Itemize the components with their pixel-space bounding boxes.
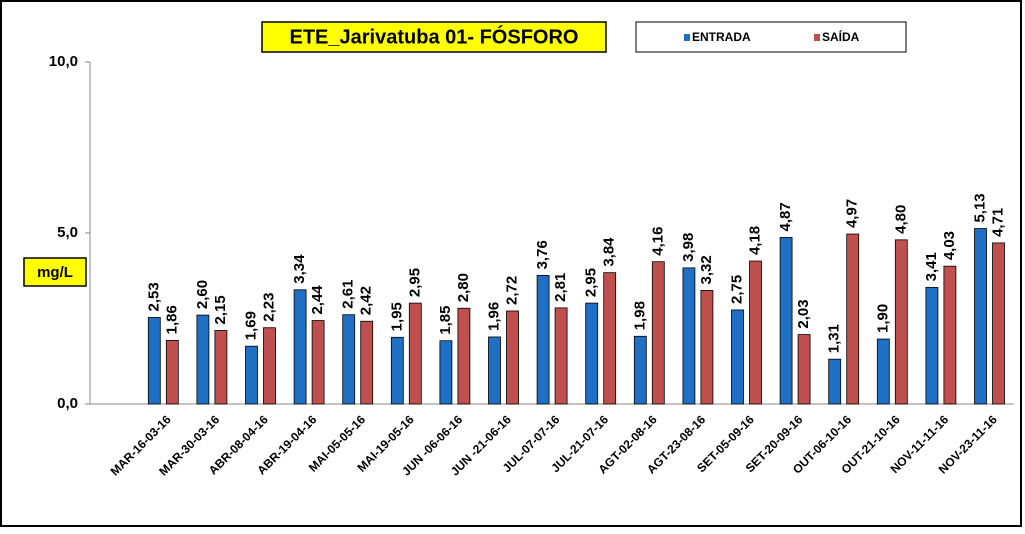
value-label: 1,31 — [826, 324, 843, 353]
value-label: 2,95 — [406, 268, 423, 297]
value-label: 4,03 — [941, 231, 958, 260]
value-label: 2,53 — [145, 282, 162, 311]
bar — [457, 307, 471, 405]
bar — [682, 267, 696, 405]
value-label: 1,95 — [388, 302, 405, 331]
value-label: 3,32 — [698, 255, 715, 284]
bar — [263, 327, 276, 405]
value-label: 4,18 — [746, 226, 763, 255]
value-label: 1,96 — [485, 302, 502, 331]
value-label: 4,16 — [649, 227, 666, 256]
value-label: 2,72 — [503, 276, 520, 305]
value-label: 4,87 — [777, 202, 794, 231]
value-label: 2,23 — [260, 293, 277, 322]
value-label: 1,69 — [242, 311, 259, 340]
bar — [439, 340, 453, 405]
bar — [943, 265, 957, 405]
value-label: 2,61 — [340, 280, 357, 309]
value-label: 2,03 — [795, 299, 812, 328]
legend-swatch — [814, 34, 820, 41]
value-label: 4,71 — [989, 208, 1006, 237]
value-label: 2,60 — [194, 280, 211, 309]
bar — [585, 302, 599, 405]
value-label: 2,80 — [455, 273, 472, 302]
bar — [797, 334, 811, 405]
value-label: 2,42 — [358, 286, 375, 315]
value-label: 1,85 — [437, 306, 454, 335]
bar — [342, 314, 356, 405]
bar — [506, 310, 519, 405]
value-label: 4,97 — [844, 199, 861, 228]
value-label: 3,84 — [601, 237, 618, 267]
value-label: 1,98 — [631, 301, 648, 330]
bar — [633, 335, 647, 405]
bar — [974, 228, 987, 405]
bar — [390, 336, 404, 405]
value-label: 2,81 — [552, 273, 569, 302]
y-tick-label: 5,0 — [57, 224, 78, 241]
bar — [196, 314, 210, 405]
y-tick-label: 0,0 — [57, 395, 78, 412]
value-label: 2,15 — [212, 295, 229, 324]
bar — [293, 289, 307, 405]
bar — [214, 330, 228, 405]
legend-label: SAÍDA — [822, 29, 860, 44]
bar — [408, 302, 422, 405]
bar — [876, 338, 890, 405]
value-label: 4,80 — [892, 205, 909, 234]
value-label: 2,75 — [728, 275, 745, 304]
bar — [749, 260, 762, 405]
y-axis-label: mg/L — [37, 264, 73, 281]
legend-swatch — [684, 34, 690, 41]
y-label-box — [23, 257, 87, 287]
bar — [828, 358, 842, 405]
bar — [603, 272, 617, 405]
title-box — [261, 21, 607, 53]
value-label: 2,44 — [309, 285, 326, 315]
bar — [311, 320, 325, 405]
bar — [846, 233, 860, 405]
value-label: 1,86 — [163, 305, 180, 334]
legend-box — [635, 21, 907, 53]
value-label: 1,90 — [874, 304, 891, 333]
value-label: 5,13 — [971, 193, 988, 222]
bar — [894, 239, 908, 405]
bar — [147, 317, 161, 405]
value-label: 3,76 — [534, 240, 551, 269]
bar — [779, 237, 793, 405]
bar — [700, 290, 714, 405]
value-label: 3,98 — [680, 233, 697, 262]
bar — [165, 339, 179, 405]
value-label: 2,95 — [583, 268, 600, 297]
bar — [925, 286, 939, 405]
bar — [536, 275, 550, 405]
bar — [245, 345, 258, 405]
bar — [360, 320, 374, 405]
bar — [731, 309, 744, 405]
bar — [651, 261, 665, 405]
bar — [992, 242, 1005, 405]
value-label: 3,41 — [923, 252, 940, 281]
legend-label: ENTRADA — [692, 30, 751, 44]
value-label: 3,34 — [291, 254, 308, 284]
chart-title: ETE_Jarivatuba 01- FÓSFORO — [290, 24, 579, 48]
bar — [488, 336, 501, 405]
y-tick-label: 10,0 — [49, 53, 78, 70]
bar — [554, 307, 568, 405]
